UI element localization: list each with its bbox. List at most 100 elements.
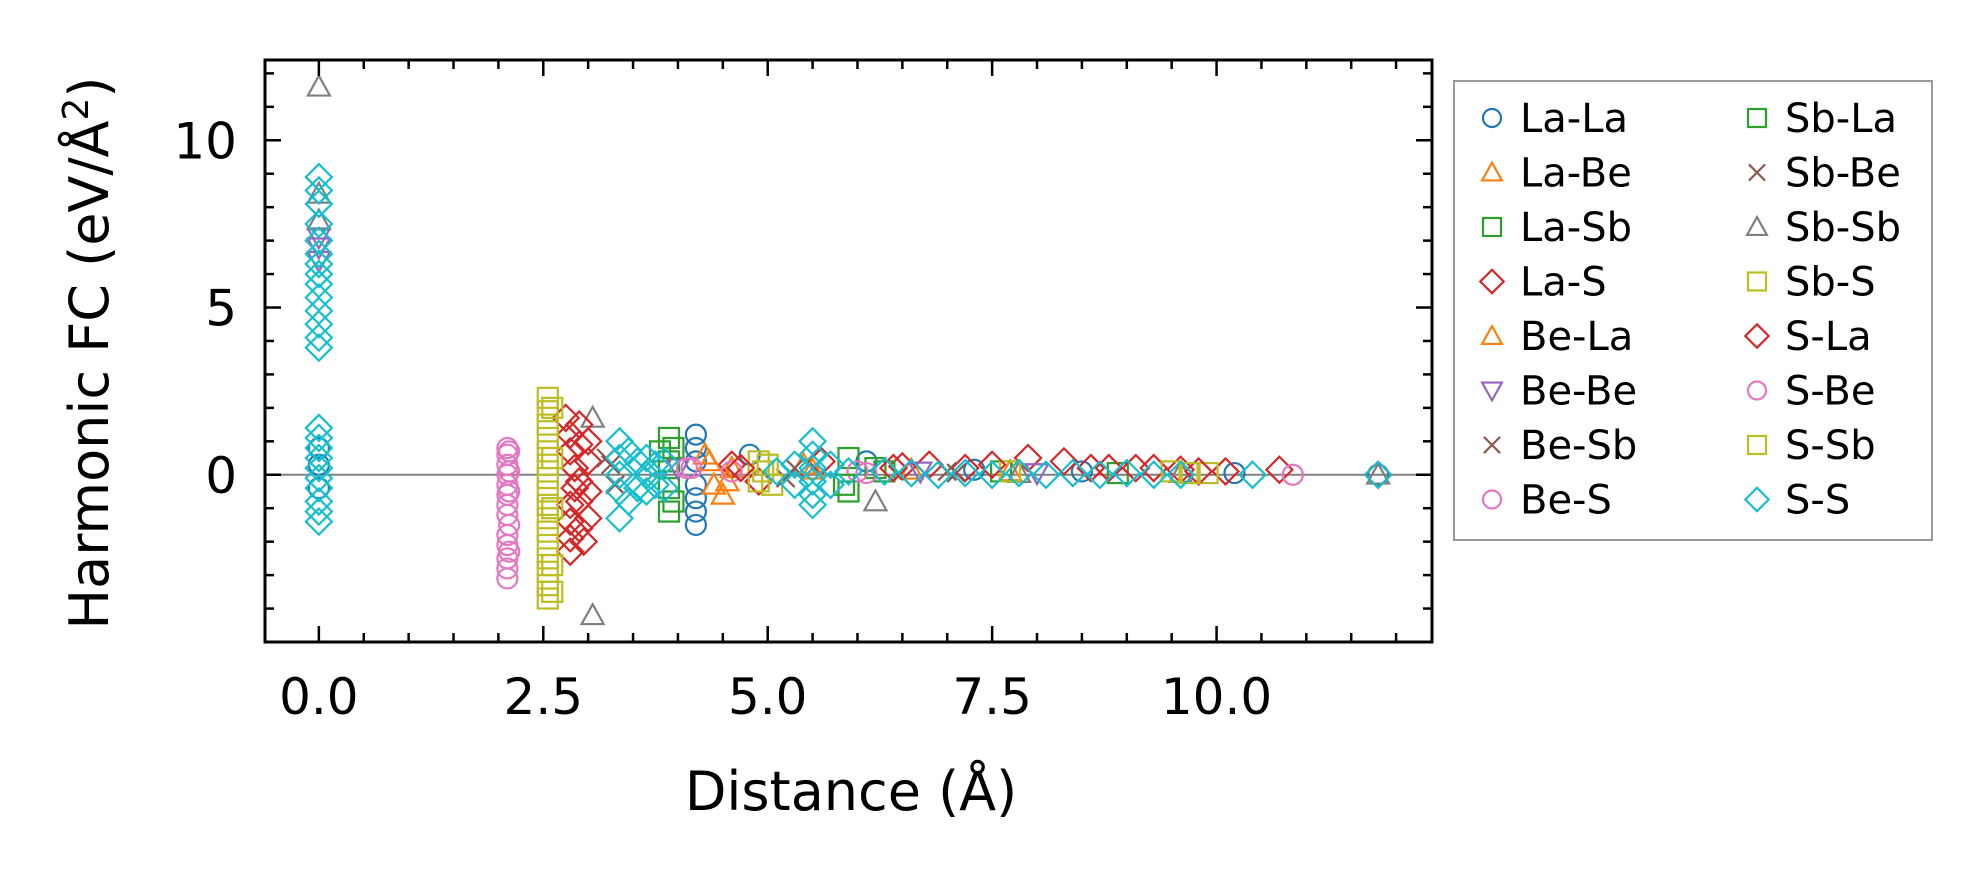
data-point [1184, 456, 1214, 486]
legend-marker [1743, 486, 1771, 513]
y-tick-label: 10 [173, 112, 237, 170]
data-point [536, 480, 559, 503]
legend-entry: Sb-S [1746, 260, 1876, 306]
data-point [614, 486, 644, 517]
data-point [536, 560, 559, 583]
data-point [798, 490, 828, 520]
legend-marker [1743, 322, 1771, 350]
legend-label: La-La [1520, 96, 1628, 142]
x-tick-label: 2.5 [504, 668, 584, 726]
y-axis-label-main: Harmonic FC (eV/Å [57, 120, 121, 629]
legend-label: S-S [1785, 478, 1850, 524]
legend-label: La-Sb [1520, 205, 1632, 251]
legend-marker [1746, 380, 1768, 401]
legend-entry: La-La [1481, 96, 1628, 142]
data-point [498, 513, 521, 537]
data-point [307, 436, 330, 460]
data-point [1070, 460, 1094, 483]
data-point [605, 443, 635, 473]
data-point [605, 503, 635, 533]
x-axis-label: Distance (Å) [685, 759, 1017, 823]
legend-entry: Sb-Sb [1745, 205, 1901, 251]
data-point [1160, 460, 1183, 483]
data-point [305, 73, 332, 97]
data-point [780, 450, 810, 480]
data-point [923, 460, 953, 490]
data-point [536, 467, 559, 490]
legend-entry: La-Be [1480, 151, 1632, 197]
data-point [304, 453, 334, 483]
x-tick-label: 7.5 [952, 668, 1032, 726]
legend-entry: Be-Be [1480, 369, 1637, 415]
legend-marker [1745, 214, 1769, 237]
data-point [304, 323, 334, 353]
series-sb-be [600, 454, 967, 488]
data-point [684, 500, 707, 523]
data-point [832, 473, 856, 496]
data-point [1237, 460, 1268, 490]
legend-entry: S-Be [1746, 369, 1875, 415]
data-point [304, 209, 334, 239]
data-point [775, 468, 796, 488]
data-point [569, 527, 599, 557]
data-point [946, 463, 967, 483]
data-point [977, 460, 1007, 490]
data-point [684, 473, 707, 496]
legend-marker [1481, 107, 1503, 129]
data-point [1121, 453, 1151, 483]
data-point [536, 533, 559, 557]
legend-marker [1483, 436, 1501, 454]
data-point [304, 226, 334, 256]
data-point [762, 456, 792, 486]
data-point [498, 480, 521, 503]
data-point [815, 450, 846, 480]
data-point [684, 423, 707, 446]
data-point [536, 574, 559, 597]
data-point [798, 466, 828, 497]
data-point [1281, 463, 1304, 486]
data-point [564, 466, 594, 497]
legend-marker [1748, 163, 1766, 182]
x-tick-label: 5.0 [728, 668, 808, 726]
data-point [555, 537, 585, 567]
legend-label: Sb-Sb [1785, 205, 1901, 251]
data-point [536, 520, 559, 543]
x-tick-label: 10.0 [1161, 668, 1272, 726]
legend-entry: La-S [1478, 260, 1607, 306]
data-point [799, 456, 826, 480]
data-point [304, 309, 334, 339]
legend-label: Be-Sb [1520, 423, 1637, 469]
data-point [304, 189, 334, 219]
data-point [560, 453, 590, 483]
data-point [541, 396, 564, 419]
data-point [1076, 453, 1106, 483]
data-point [1112, 458, 1142, 488]
data-point [536, 440, 559, 463]
data-point [304, 423, 334, 453]
data-point [855, 461, 878, 485]
data-point [496, 436, 519, 460]
legend-items: La-La La-Be La-Sb La-S Be-La Be-Be Be-Sb Be-S Sb… [1478, 96, 1901, 524]
data-point [304, 443, 334, 473]
data-point [1178, 461, 1201, 485]
data-point [780, 470, 810, 500]
series-la-la [307, 423, 1390, 537]
legend-marker [1746, 271, 1768, 292]
data-point [1363, 460, 1393, 490]
legend-marker [1480, 381, 1504, 403]
data-point [998, 460, 1022, 483]
y-axis-label-close: ) [58, 77, 121, 98]
data-point [665, 458, 691, 482]
data-point [675, 456, 699, 480]
data-point [720, 460, 743, 483]
data-point [304, 433, 334, 463]
data-point [304, 486, 334, 517]
data-point [536, 453, 559, 476]
data-point [649, 473, 680, 503]
y-axis-label: Harmonic FC (eV/Å2) [56, 77, 121, 630]
data-point [833, 456, 864, 486]
series-sb-sb [305, 73, 1392, 626]
plot-area-frame [263, 58, 1434, 644]
data-point [305, 207, 332, 231]
data-point [696, 448, 723, 472]
